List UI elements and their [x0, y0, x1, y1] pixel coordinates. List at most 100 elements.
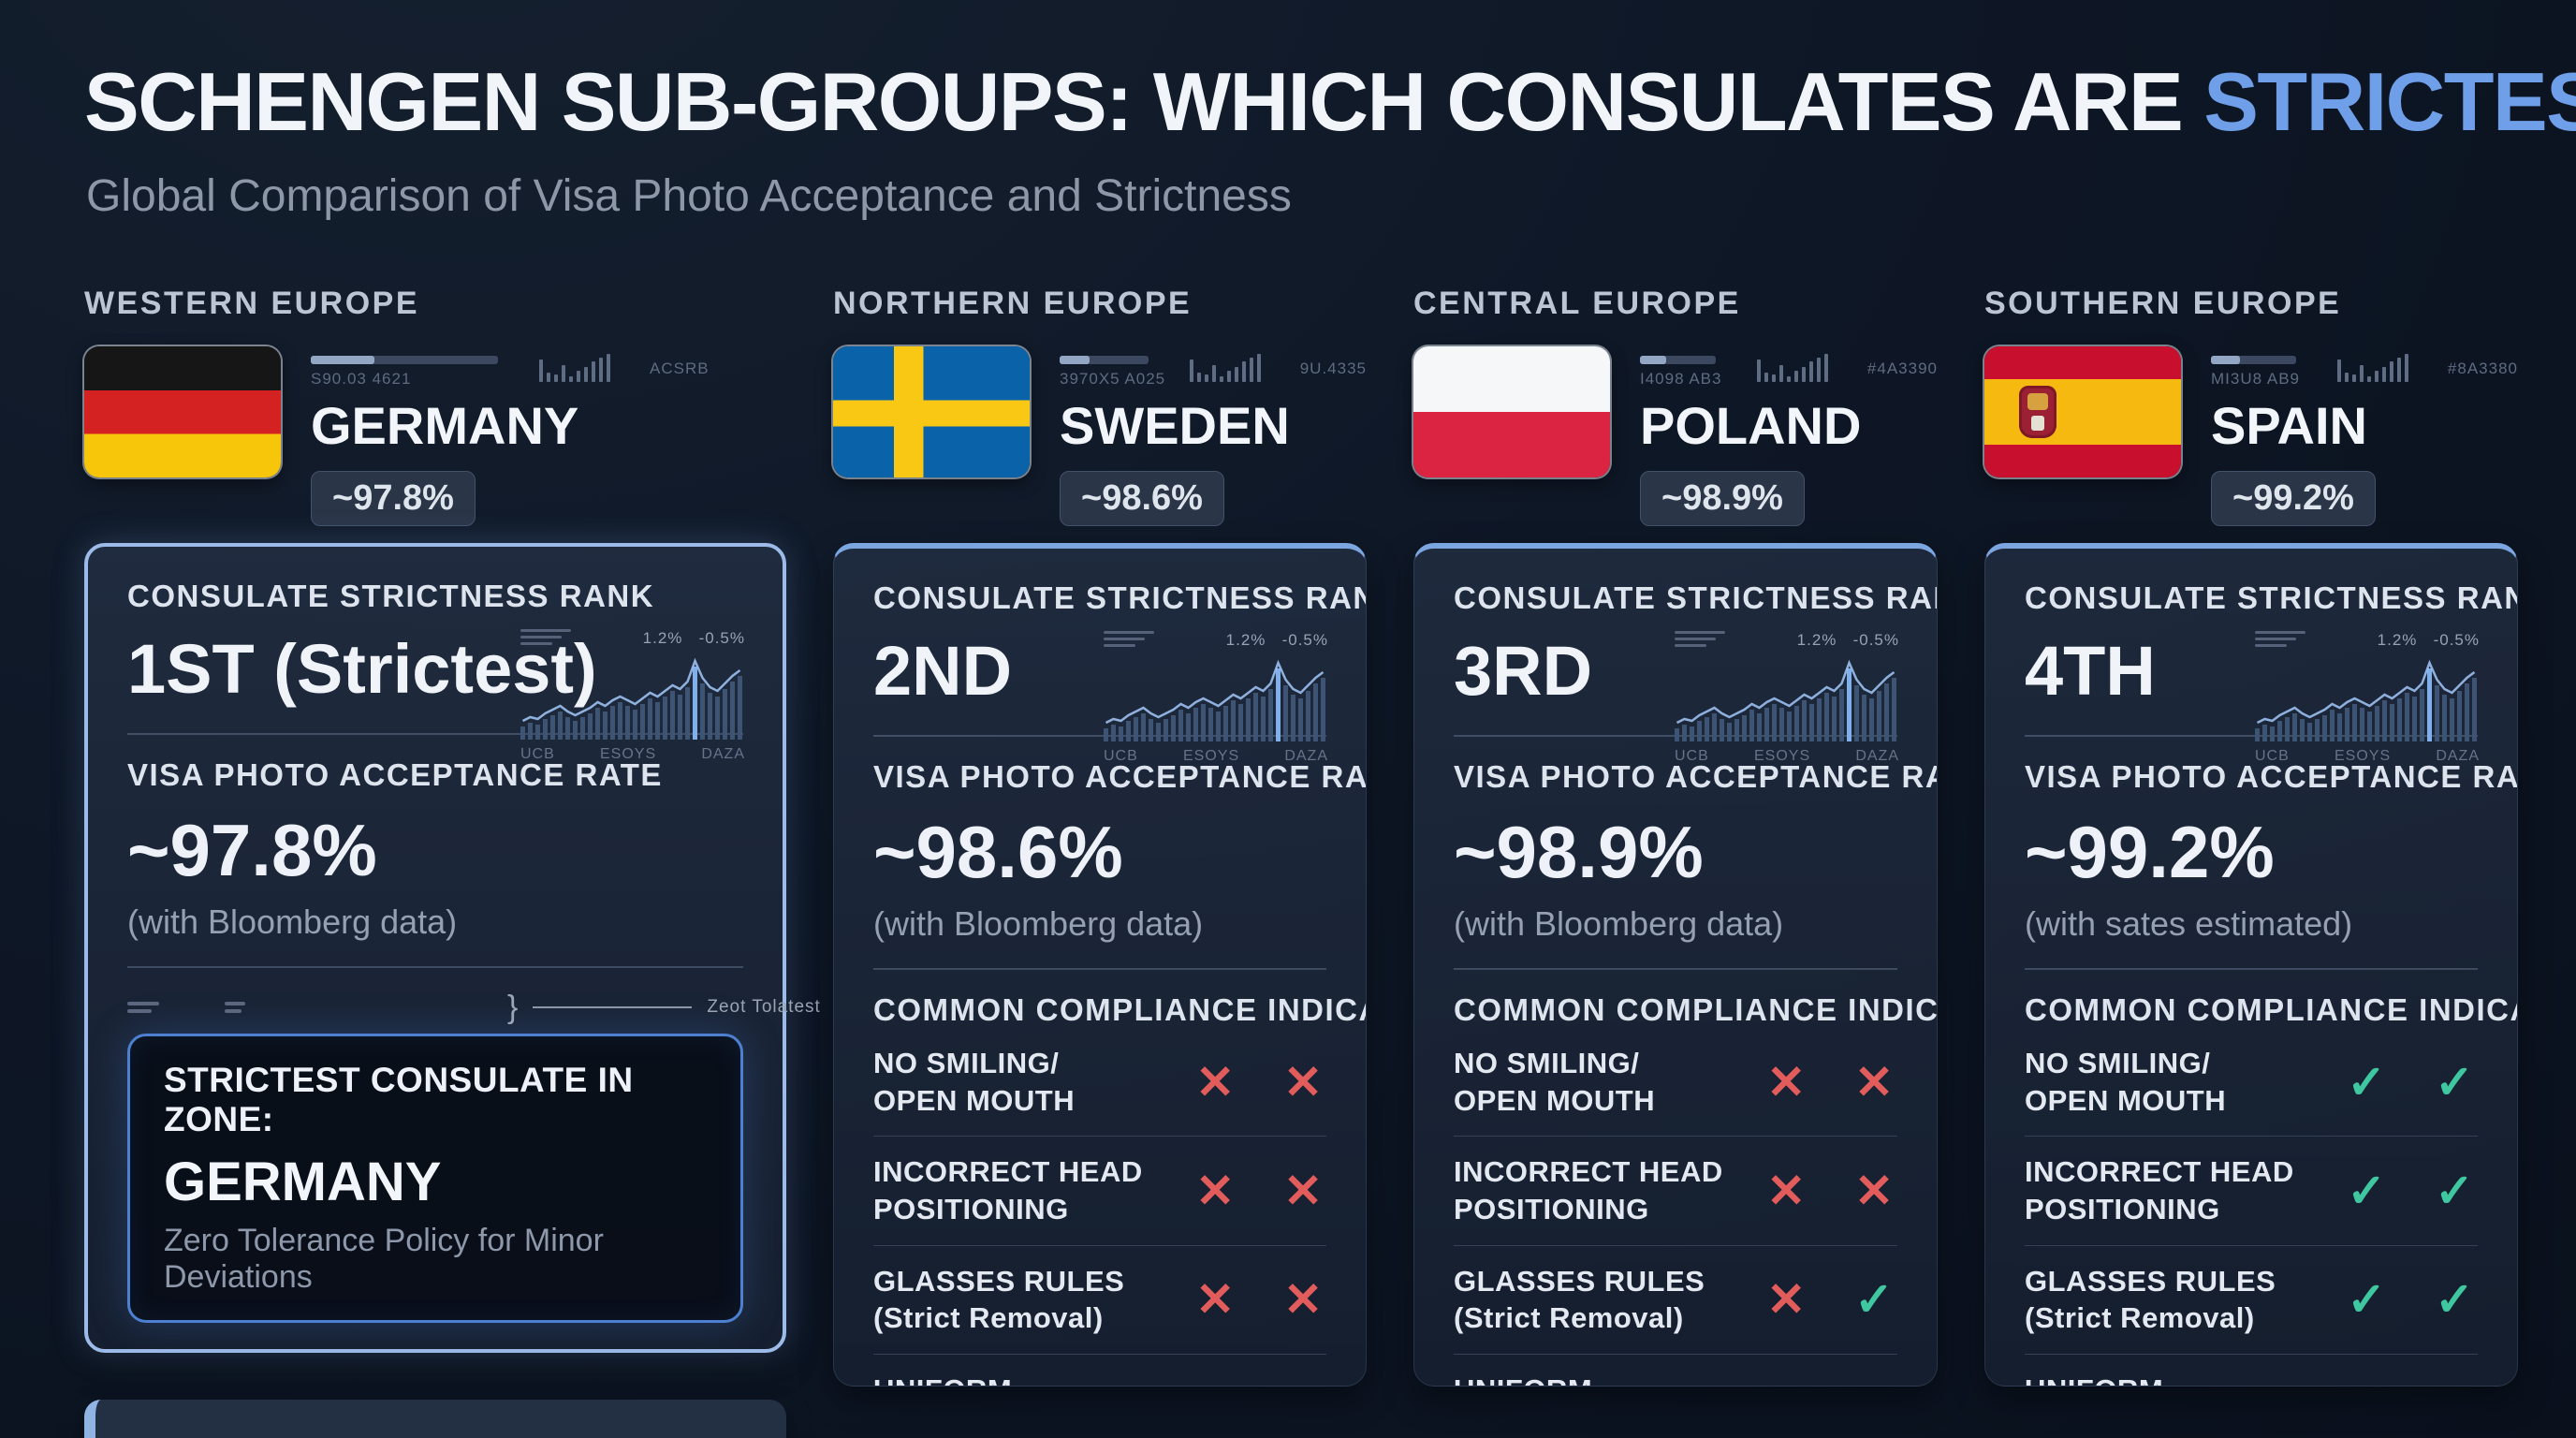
rank-section-label: CONSULATE STRICTNESS RANK [873, 580, 1367, 615]
column-central-europe: CENTRAL EUROPE I4098 AB3 #4A3390 POLAND … [1413, 286, 1938, 1438]
ticker-caption: MI3U8 AB9 [2211, 370, 2300, 388]
ticker-meta-row: S90.03 4621 ACSRB [311, 346, 786, 391]
x-icon: ✕ [1283, 1273, 1323, 1327]
column-southern-europe: SOUTHERN EUROPE MI3U8 AB9 #8A3380 SPAIN … [1984, 286, 2518, 1438]
page-title-accent: STRICTEST? [2203, 55, 2576, 148]
ticker-code: #8A3380 [2447, 360, 2518, 377]
x-icon: ✕ [1766, 1273, 1807, 1327]
x-icon: ✕ [1766, 1055, 1807, 1108]
sweden-strictness-card: CONSULATE STRICTNESS RANK 2ND 1.2% -0.5%… [833, 543, 1367, 1387]
zone-callout-country: GERMANY [164, 1152, 442, 1212]
indicator-row-no-smiling: NO SMILING/OPEN MOUTH ✕ ✕ [873, 1028, 1326, 1137]
spain-coat-of-arms [2018, 386, 2056, 438]
indicator-label: NO SMILING/OPEN MOUTH [2025, 1047, 2227, 1117]
poland-strictness-card: CONSULATE STRICTNESS RANK 3RD 1.2% -0.5%… [1413, 543, 1938, 1387]
x-icon: ✕ [1195, 1055, 1236, 1108]
page-title-main: SCHENGEN SUB-GROUPS: WHICH CONSULATES AR… [84, 55, 2204, 148]
region-label: WESTERN EUROPE [84, 286, 420, 321]
check-icon: ✓ [2435, 1055, 2474, 1108]
ticker-caption: I4098 AB3 [1640, 370, 1722, 388]
check-icon: ✓ [2347, 1273, 2387, 1327]
region-label: NORTHERN EUROPE [833, 286, 1193, 321]
indicator-row-uniform-background: UNIFORM BACKGROUND/SHADOWS ✓✓ [2025, 1355, 2478, 1386]
acceptance-rate-note: (with Bloomberg data) [127, 902, 458, 941]
zone-callout-note: Zero Tolerance Policy for Minor Deviatio… [164, 1223, 604, 1295]
indicator-label: NO SMILING/OPEN MOUTH [873, 1047, 1076, 1117]
mini-bar-chart-icon [2336, 346, 2408, 382]
germany-flag [84, 346, 281, 477]
ticker-caption: S90.03 4621 [311, 370, 412, 388]
ticker-code: ACSRB [650, 360, 710, 377]
decorative-annotation-row: } Zeot Tolatest [127, 990, 820, 1025]
acceptance-rate-note: (with sates estimated) [2025, 904, 2353, 943]
divider [127, 733, 743, 735]
trend-sparkline: 1.2% -0.5% UCB ESOYS DAZA [2255, 631, 2480, 764]
indicator-row-glasses-rules: GLASSES RULES (Strict Removal) ✕ ✕ [873, 1246, 1326, 1356]
country-columns: WESTERN EUROPE S90.03 4621 ACSRB GERMANY… [84, 286, 2518, 1438]
indicator-row-glasses-rules: GLASSES RULES (Strict Removal) ✕ ✓ [1454, 1246, 1897, 1356]
acceptance-rate-value: ~98.6% [873, 811, 1123, 893]
ticker-code: #4A3390 [1866, 360, 1938, 377]
indicator-row-no-smiling: NO SMILING/OPEN MOUTH ✕ ✕ [1454, 1028, 1897, 1137]
trend-sparkline: 1.2% -0.5% UCB ESOYS DAZA [1675, 631, 1899, 764]
acceptance-rate-badge: ~98.6% [1060, 471, 1224, 526]
x-icon: ✕ [1195, 1165, 1236, 1218]
indicator-row-uniform-background: UNIFORM BACKGROUND/SHADOWS ✕✕ [1454, 1355, 1897, 1386]
acceptance-rate-value: ~99.2% [2025, 811, 2275, 893]
indicator-row-head-positioning: INCORRECT HEAD POSITIONING ✓ ✓ [2025, 1137, 2478, 1246]
mini-bar-chart-icon [1756, 346, 1828, 382]
trend-sparkline: 1.2% -0.5% UCB ESOYS DAZA [520, 629, 745, 762]
page-title: SCHENGEN SUB-GROUPS: WHICH CONSULATES AR… [84, 54, 2576, 150]
rate-section-label: VISA PHOTO ACCEPTANCE RATE [873, 759, 1367, 794]
page-subtitle: Global Comparison of Visa Photo Acceptan… [86, 171, 1292, 221]
ticker-meta-row: MI3U8 AB9 #8A3380 [2211, 346, 2518, 391]
divider [127, 966, 743, 968]
acceptance-rate-value: ~97.8% [127, 809, 377, 891]
spain-flag [1984, 346, 2181, 477]
indicators-section-label: COMMON COMPLIANCE INDICATORS [1454, 992, 1938, 1027]
check-icon: ✓ [2435, 1273, 2474, 1327]
country-name: GERMANY [311, 396, 579, 455]
column-northern-europe: NORTHERN EUROPE 3970X5 A025 9U.4335 SWED… [833, 286, 1367, 1438]
check-icon: ✓ [1854, 1273, 1894, 1327]
divider [873, 735, 1326, 737]
rate-section-label: VISA PHOTO ACCEPTANCE RATE [127, 757, 663, 792]
indicator-row-uniform-background: UNIFORM BACKGROUND/SHADOWS ✕✕ [873, 1355, 1326, 1386]
divider [1454, 968, 1897, 970]
annotation-line [533, 1006, 693, 1008]
check-icon: ✓ [2347, 1055, 2387, 1108]
trend-sparkline: 1.2% -0.5% UCB ESOYS DAZA [1104, 631, 1328, 764]
indicator-label: UNIFORM BACKGROUND/SHADOWS [1454, 1372, 1766, 1386]
indicator-label: UNIFORM BACKGROUND/SHADOWS [873, 1372, 1195, 1386]
indicator-label: INCORRECT HEAD POSITIONING [873, 1155, 1143, 1226]
decorative-progress-bar: I4098 AB3 [1640, 356, 1720, 388]
spain-strictness-card: CONSULATE STRICTNESS RANK 4TH 1.2% -0.5%… [1984, 543, 2518, 1387]
rank-value: 3RD [1454, 632, 1593, 710]
rate-section-label: VISA PHOTO ACCEPTANCE RATE [2025, 759, 2518, 794]
ticker-meta-row: I4098 AB3 #4A3390 [1640, 346, 1938, 391]
germany-strictness-card: CONSULATE STRICTNESS RANK 1ST (Strictest… [84, 543, 820, 1353]
country-header: MI3U8 AB9 #8A3380 SPAIN ~99.2% [1984, 346, 2518, 526]
indicator-row-head-positioning: INCORRECT HEAD POSITIONING ✕ ✕ [1454, 1137, 1897, 1246]
zone-callout-label: STRICTEST CONSULATE IN ZONE: [164, 1061, 634, 1138]
x-icon: ✕ [1854, 1165, 1894, 1218]
rank-value: 1ST (Strictest) [127, 630, 597, 708]
acceptance-rate-badge: ~98.9% [1640, 471, 1805, 526]
tick-marks-icon [225, 1002, 245, 1013]
indicator-label: UNIFORM BACKGROUND/SHADOWS [2025, 1372, 2347, 1386]
indicator-row-head-positioning: INCORRECT HEAD POSITIONING ✕ ✕ [873, 1137, 1326, 1246]
indicator-label: NO SMILING/OPEN MOUTH [1454, 1047, 1656, 1117]
x-icon: ✕ [1283, 1055, 1323, 1108]
acceptance-rate-note: (with Bloomberg data) [1454, 904, 1784, 943]
strictest-zone-callout: STRICTEST CONSULATE IN ZONE: GERMANY Zer… [127, 1034, 743, 1323]
x-icon: ✕ [1766, 1165, 1807, 1218]
rate-section-label: VISA PHOTO ACCEPTANCE RATE [1454, 759, 1938, 794]
tick-marks-icon [127, 1002, 159, 1013]
decorative-progress-bar: 3970X5 A025 [1060, 356, 1164, 388]
france-callout: FRANCE CONSULATES: OWN NUANCES Particula… [84, 1400, 786, 1438]
acceptance-rate-value: ~98.9% [1454, 811, 1704, 893]
mini-bar-chart-icon [1189, 346, 1261, 382]
check-icon: ✓ [2347, 1165, 2387, 1218]
divider [2025, 735, 2478, 737]
indicator-row-glasses-rules: GLASSES RULES (Strict Removal) ✓ ✓ [2025, 1246, 2478, 1356]
